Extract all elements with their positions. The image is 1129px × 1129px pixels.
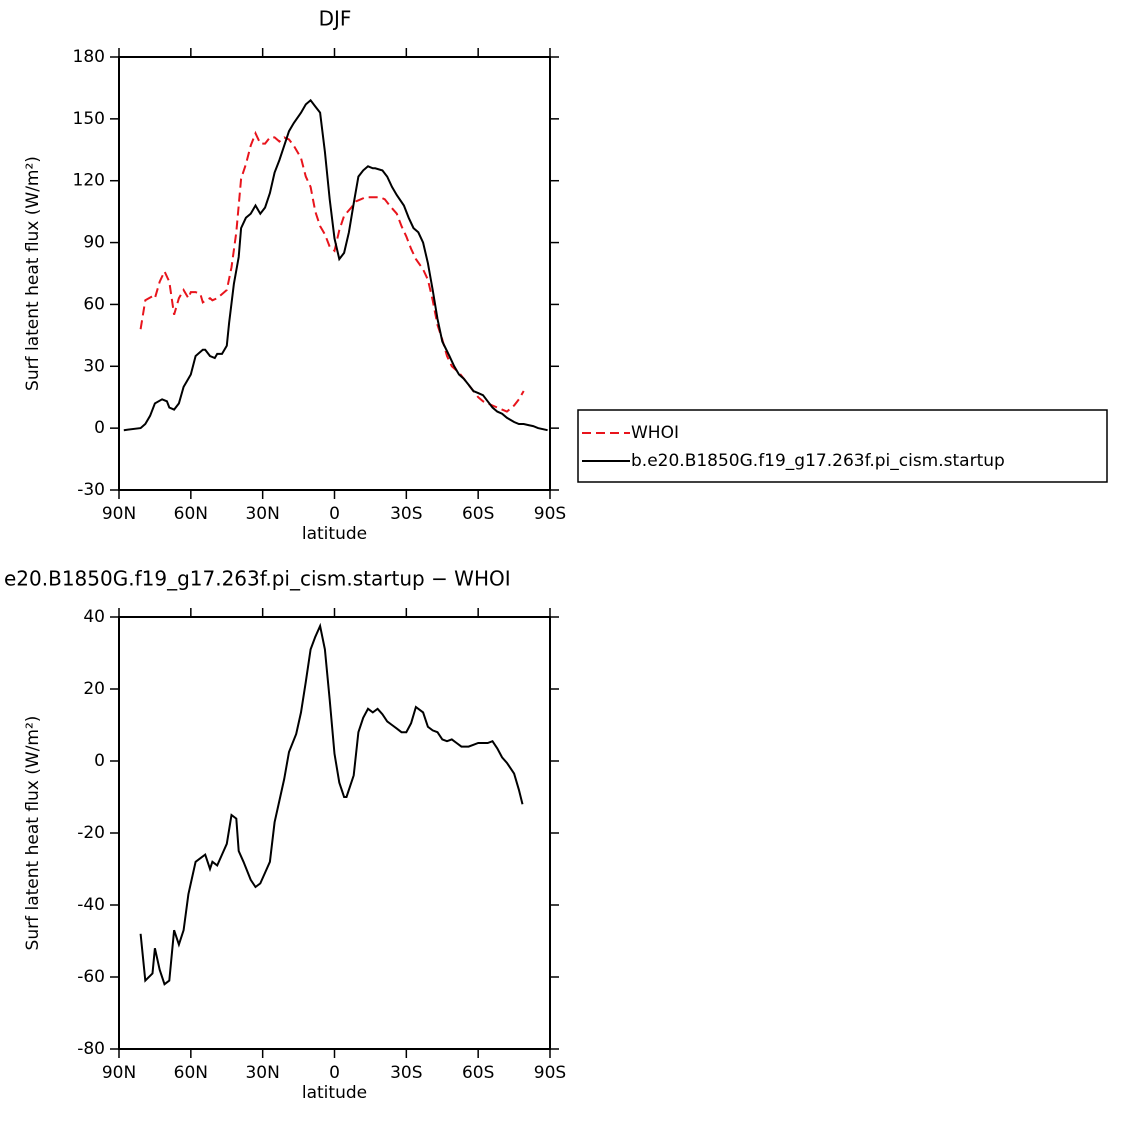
- y-tick-label: 0: [94, 418, 105, 438]
- y-tick-label: 150: [73, 109, 105, 129]
- x-axis-label: latitude: [302, 524, 367, 544]
- y-tick-label: -80: [77, 1039, 105, 1059]
- chart-title: DJF: [319, 7, 352, 31]
- x-tick-label: 30N: [245, 1063, 279, 1083]
- x-tick-label: 90N: [102, 504, 136, 524]
- y-tick-label: 20: [83, 679, 105, 699]
- y-tick-label: -60: [77, 967, 105, 987]
- x-tick-label: 60N: [174, 1063, 208, 1083]
- legend-box: [577, 409, 1108, 483]
- y-tick-label: 0: [94, 751, 105, 771]
- y-tick-label: 120: [73, 171, 105, 191]
- legend-label: WHOI: [631, 423, 679, 443]
- legend-label: b.e20.B1850G.f19_g17.263f.pi_cism.startu…: [631, 451, 1005, 471]
- x-tick-label: 30N: [245, 504, 279, 524]
- plot-frame: [118, 56, 551, 491]
- plot-frame: [118, 616, 551, 1050]
- y-tick-label: 180: [73, 47, 105, 67]
- x-tick-label: 60N: [174, 504, 208, 524]
- x-tick-label: 0: [329, 1063, 340, 1083]
- data-line: [139, 130, 525, 413]
- y-tick-label: -40: [77, 895, 105, 915]
- y-tick-label: 40: [83, 607, 105, 627]
- y-tick-label: -20: [77, 823, 105, 843]
- x-tick-label: 60S: [462, 504, 494, 524]
- x-tick-label: 90S: [534, 1063, 566, 1083]
- y-tick-label: -30: [77, 480, 105, 500]
- x-tick-label: 30S: [390, 1063, 422, 1083]
- chart-title: e20.B1850G.f19_g17.263f.pi_cism.startup …: [4, 567, 511, 591]
- x-tick-label: 90S: [534, 504, 566, 524]
- x-tick-label: 0: [329, 504, 340, 524]
- x-tick-label: 90N: [102, 1063, 136, 1083]
- y-axis-label: Surf latent heat flux (W/m²): [23, 716, 43, 951]
- x-tick-label: 60S: [462, 1063, 494, 1083]
- y-tick-label: 30: [83, 356, 105, 376]
- data-line: [139, 622, 524, 986]
- y-tick-label: 90: [83, 233, 105, 253]
- y-tick-label: 60: [83, 294, 105, 314]
- x-tick-label: 30S: [390, 504, 422, 524]
- data-line: [123, 98, 548, 432]
- y-axis-label: Surf latent heat flux (W/m²): [23, 156, 43, 391]
- x-axis-label: latitude: [302, 1083, 367, 1103]
